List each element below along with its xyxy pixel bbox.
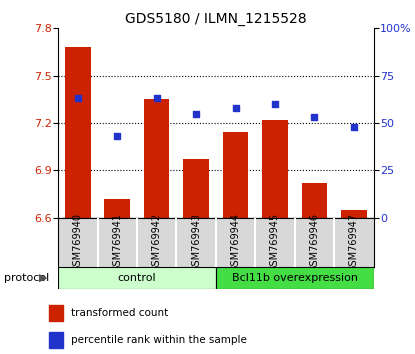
Text: GSM769945: GSM769945 xyxy=(270,213,280,272)
Bar xyxy=(144,99,169,218)
Text: GSM769944: GSM769944 xyxy=(230,213,241,272)
Bar xyxy=(183,159,209,218)
Text: GSM769947: GSM769947 xyxy=(349,213,359,272)
Text: control: control xyxy=(117,273,156,283)
Text: transformed count: transformed count xyxy=(71,308,168,318)
Bar xyxy=(105,199,130,218)
Bar xyxy=(262,120,288,218)
Point xyxy=(193,111,200,116)
Text: GSM769943: GSM769943 xyxy=(191,213,201,272)
Text: GSM769942: GSM769942 xyxy=(151,213,162,272)
Point xyxy=(154,96,160,101)
Text: GSM769946: GSM769946 xyxy=(309,213,320,272)
Point xyxy=(272,101,278,107)
Point xyxy=(75,96,81,101)
Bar xyxy=(223,132,248,218)
Bar xyxy=(341,210,366,218)
Text: GSM769941: GSM769941 xyxy=(112,213,122,272)
Point xyxy=(311,114,318,120)
Point xyxy=(232,105,239,111)
Text: Bcl11b overexpression: Bcl11b overexpression xyxy=(232,273,358,283)
Bar xyxy=(49,305,63,321)
Text: percentile rank within the sample: percentile rank within the sample xyxy=(71,335,247,346)
Text: protocol: protocol xyxy=(4,273,49,283)
Bar xyxy=(302,183,327,218)
Point xyxy=(350,124,357,130)
FancyBboxPatch shape xyxy=(216,267,374,289)
Point xyxy=(114,133,121,139)
Bar xyxy=(65,47,90,218)
Text: GSM769940: GSM769940 xyxy=(73,213,83,272)
Bar xyxy=(49,332,63,348)
FancyBboxPatch shape xyxy=(58,267,216,289)
Text: ▶: ▶ xyxy=(39,273,48,283)
Title: GDS5180 / ILMN_1215528: GDS5180 / ILMN_1215528 xyxy=(125,12,307,26)
